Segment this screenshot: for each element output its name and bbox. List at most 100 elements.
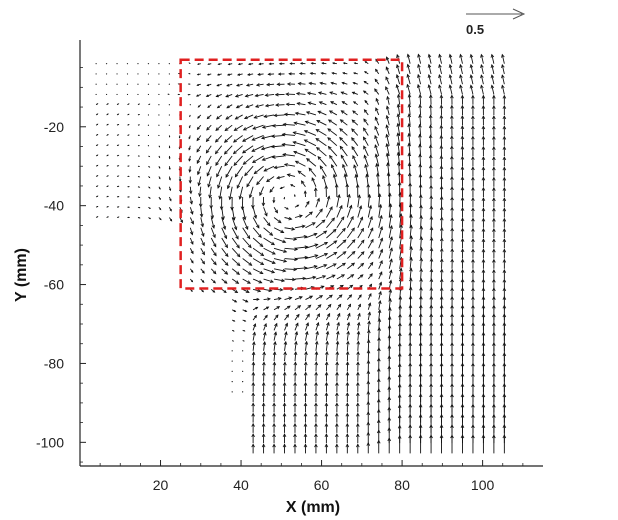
vector-arrow bbox=[256, 83, 264, 86]
vector-arrowhead bbox=[471, 94, 475, 99]
vector-arrowhead bbox=[397, 342, 402, 347]
vector-arrowhead bbox=[316, 313, 320, 318]
vector-arrowhead bbox=[206, 83, 210, 87]
vector-arrowhead bbox=[396, 132, 400, 137]
vector-arrowhead bbox=[351, 262, 356, 267]
vector-arrow bbox=[221, 237, 228, 248]
vector-arrow bbox=[252, 341, 255, 351]
vector-arrowhead bbox=[266, 178, 270, 183]
vector-arrowhead bbox=[283, 351, 287, 356]
vector-arrowhead bbox=[369, 283, 373, 288]
vector-arrowhead bbox=[315, 138, 320, 142]
vector-arrow bbox=[346, 216, 354, 228]
vector-arrowhead bbox=[283, 340, 288, 345]
vector-arrowhead bbox=[376, 378, 381, 382]
vector-arrowhead bbox=[314, 350, 319, 355]
vector-arrow bbox=[252, 217, 260, 229]
vector-arrowhead bbox=[303, 190, 307, 194]
vector-arrowhead bbox=[398, 304, 402, 309]
vector-arrowhead bbox=[492, 424, 496, 428]
vector-arrowhead bbox=[297, 305, 302, 309]
vector-arrowhead bbox=[306, 313, 310, 318]
vector-arrowhead bbox=[376, 367, 381, 372]
vector-arrowhead bbox=[218, 195, 222, 200]
vector-arrowhead bbox=[367, 302, 372, 307]
vector-arrowhead bbox=[366, 431, 371, 436]
vector-arrowhead bbox=[492, 304, 496, 309]
vector-arrow bbox=[95, 93, 97, 96]
vector-arrowhead bbox=[233, 162, 238, 166]
vector-arrowhead bbox=[368, 292, 372, 297]
vector-arrow bbox=[388, 214, 392, 228]
vector-arrow bbox=[196, 155, 202, 164]
vector-arrow bbox=[409, 225, 412, 239]
vector-arrowhead bbox=[471, 313, 475, 318]
vector-arrow bbox=[420, 236, 422, 249]
vector-arrow bbox=[105, 83, 108, 85]
vector-arrow bbox=[386, 125, 390, 136]
vector-arrowhead bbox=[332, 263, 337, 267]
vector-arrowhead bbox=[471, 362, 475, 367]
vector-arrowhead bbox=[362, 90, 367, 94]
vector-arrowhead bbox=[418, 113, 422, 118]
vector-arrowhead bbox=[355, 412, 360, 417]
vector-arrow bbox=[420, 215, 422, 228]
reference-arrow-head bbox=[512, 8, 526, 20]
vector-arrowhead bbox=[138, 217, 141, 219]
vector-arrow bbox=[319, 165, 327, 177]
vector-arrowhead bbox=[341, 101, 345, 105]
vector-arrowhead bbox=[96, 185, 99, 187]
vector-arrow bbox=[137, 73, 139, 75]
vector-arrow bbox=[265, 93, 275, 96]
vector-arrowhead bbox=[306, 158, 310, 162]
vector-arrow bbox=[225, 114, 233, 120]
vector-arrowhead bbox=[303, 130, 308, 134]
vector-arrowhead bbox=[439, 144, 444, 149]
vector-arrowhead bbox=[460, 352, 465, 357]
vector-arrowhead bbox=[429, 393, 433, 398]
vector-arrowhead bbox=[356, 330, 361, 335]
vector-arrowhead bbox=[364, 99, 368, 103]
vector-arrow bbox=[409, 214, 412, 228]
vector-arrow bbox=[249, 186, 254, 198]
vector-arrowhead bbox=[225, 94, 229, 98]
vector-arrow bbox=[305, 304, 312, 311]
vector-arrowhead bbox=[188, 169, 192, 173]
vector-arrow bbox=[501, 54, 505, 64]
vector-arrow bbox=[325, 313, 331, 321]
vector-arrowhead bbox=[439, 226, 444, 231]
vector-arrow bbox=[231, 227, 239, 240]
vector-arrowhead bbox=[375, 107, 379, 112]
vector-arrowhead bbox=[259, 270, 264, 275]
vector-arrowhead bbox=[353, 164, 357, 169]
vector-arrowhead bbox=[471, 383, 475, 387]
vector-arrowhead bbox=[439, 185, 444, 190]
vector-arrowhead bbox=[253, 170, 258, 175]
vector-arrowhead bbox=[211, 224, 216, 229]
vector-arrowhead bbox=[359, 284, 363, 288]
vector-arrowhead bbox=[169, 208, 172, 212]
vector-arrowhead bbox=[128, 124, 130, 126]
vector-arrowhead bbox=[419, 204, 423, 209]
vector-arrowhead bbox=[409, 267, 413, 272]
vector-arrowhead bbox=[353, 62, 357, 65]
vector-arrowhead bbox=[314, 412, 318, 417]
vector-arrow bbox=[137, 93, 139, 96]
vector-arrowhead bbox=[379, 271, 383, 276]
vector-arrow bbox=[336, 239, 347, 249]
vector-arrow bbox=[315, 331, 319, 341]
vector-arrowhead bbox=[216, 173, 220, 178]
vector-arrowhead bbox=[490, 74, 495, 79]
vector-arrowhead bbox=[492, 248, 496, 253]
vector-arrowhead bbox=[416, 83, 421, 88]
vector-arrow bbox=[284, 297, 292, 300]
vector-arrowhead bbox=[502, 176, 507, 181]
vector-arrowhead bbox=[291, 227, 296, 231]
vector-arrowhead bbox=[223, 139, 228, 143]
vector-arrowhead bbox=[385, 86, 389, 91]
vector-arrowhead bbox=[438, 74, 442, 79]
vector-arrowhead bbox=[358, 294, 362, 298]
vector-arrowhead bbox=[408, 362, 412, 367]
vector-arrow bbox=[245, 93, 254, 97]
vector-arrowhead bbox=[324, 253, 329, 257]
